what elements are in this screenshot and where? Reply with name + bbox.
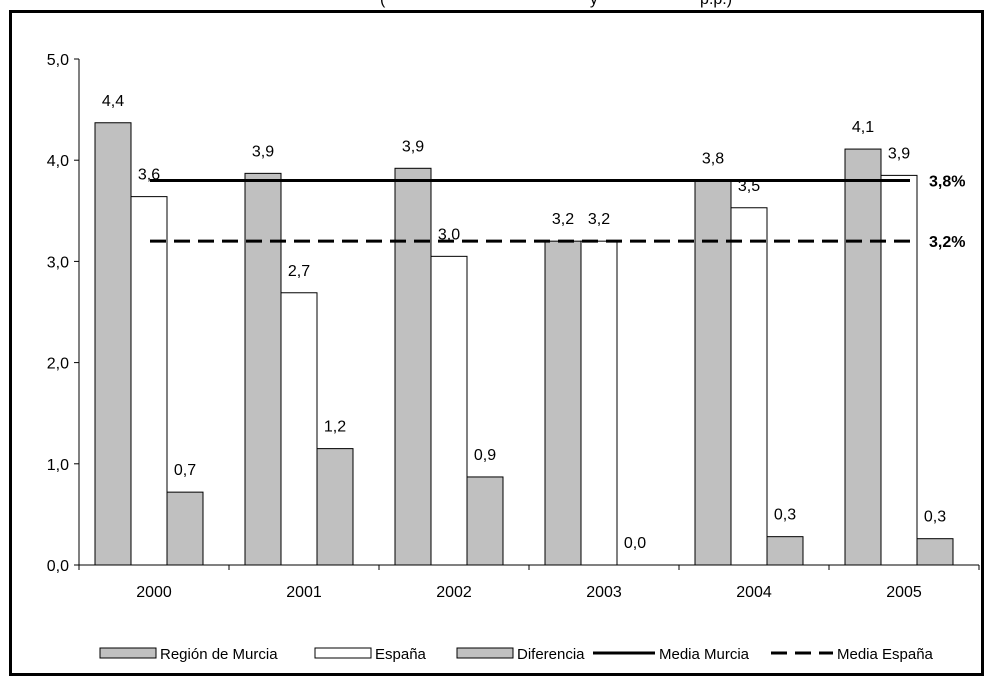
bar-espana (430, 255, 468, 566)
bar-diferencia (316, 448, 354, 566)
legend-swatch (314, 647, 372, 659)
y-tick-label: 4,0 (47, 153, 69, 170)
x-tick-label: 2005 (886, 584, 922, 601)
data-label: 4,1 (852, 119, 874, 136)
bar-region-murcia (94, 122, 132, 566)
data-label: 3,2 (588, 211, 610, 228)
data-label: 3,9 (252, 143, 274, 160)
y-tick-label: 0,0 (47, 558, 69, 575)
legend-swatch (456, 647, 514, 659)
bars (94, 122, 954, 566)
y-tick-label: 1,0 (47, 457, 69, 474)
y-tick-label: 2,0 (47, 356, 69, 373)
bar-espana (280, 292, 318, 566)
bar-espana (730, 207, 768, 566)
bar-region-murcia (844, 148, 882, 566)
bar-region-murcia (394, 167, 432, 566)
data-label: 4,4 (102, 93, 124, 110)
average-line-label: 3,2% (929, 234, 965, 251)
data-label: 3,2 (552, 211, 574, 228)
legend-label: España (375, 646, 427, 663)
data-label: 3,9 (888, 145, 910, 162)
header-fragment: ( y p.p.) (380, 0, 732, 8)
x-tick-label: 2002 (436, 584, 472, 601)
bar-region-murcia (694, 179, 732, 566)
data-labels: 4,4 3,9 3,9 3,2 3,8 4,1 3,6 2,7 3,0 3,2 3,5 3,9 0,7 1… (102, 93, 946, 552)
bar-espana (130, 196, 168, 566)
bar-espana (580, 240, 618, 566)
data-label: 3,0 (438, 226, 460, 243)
data-label: 0,7 (174, 462, 196, 479)
bar-diferencia (166, 491, 204, 566)
data-label: 0,3 (774, 507, 796, 524)
bar-diferencia (766, 536, 804, 566)
data-label: 0,0 (624, 535, 646, 552)
average-line-label: 3,8% (929, 173, 965, 190)
bar-region-murcia (244, 172, 282, 566)
x-tick-label: 2003 (586, 584, 622, 601)
bar-espana (880, 174, 918, 566)
data-label: 1,2 (324, 419, 346, 436)
data-label: 0,9 (474, 447, 496, 464)
bar-region-murcia (544, 240, 582, 566)
bar-diferencia (916, 538, 954, 566)
x-tick-label: 2004 (736, 584, 772, 601)
legend-label: Región de Murcia (160, 646, 278, 663)
data-label: 2,7 (288, 263, 310, 280)
y-tick-label: 3,0 (47, 254, 69, 271)
legend-label: Diferencia (517, 646, 585, 663)
data-label: 0,3 (924, 509, 946, 526)
data-label: 3,9 (402, 138, 424, 155)
legend: Región de Murcia España Diferencia Media Mu… (99, 646, 934, 663)
data-label: 3,8 (702, 150, 724, 167)
data-label: 3,6 (138, 167, 160, 184)
axes: 0,0 1,0 2,0 3,0 4,0 5,0 2000 2001 2002 2003 2004 20… (47, 52, 980, 601)
legend-swatch (99, 647, 157, 659)
legend-label: Media España (837, 646, 934, 663)
y-tick-label: 5,0 (47, 52, 69, 69)
average-lines: 3,8% 3,2% (150, 173, 965, 251)
legend-label: Media Murcia (659, 646, 750, 663)
bar-diferencia (466, 476, 504, 566)
data-label: 3,5 (738, 178, 760, 195)
x-tick-label: 2000 (136, 584, 172, 601)
x-tick-label: 2001 (286, 584, 322, 601)
